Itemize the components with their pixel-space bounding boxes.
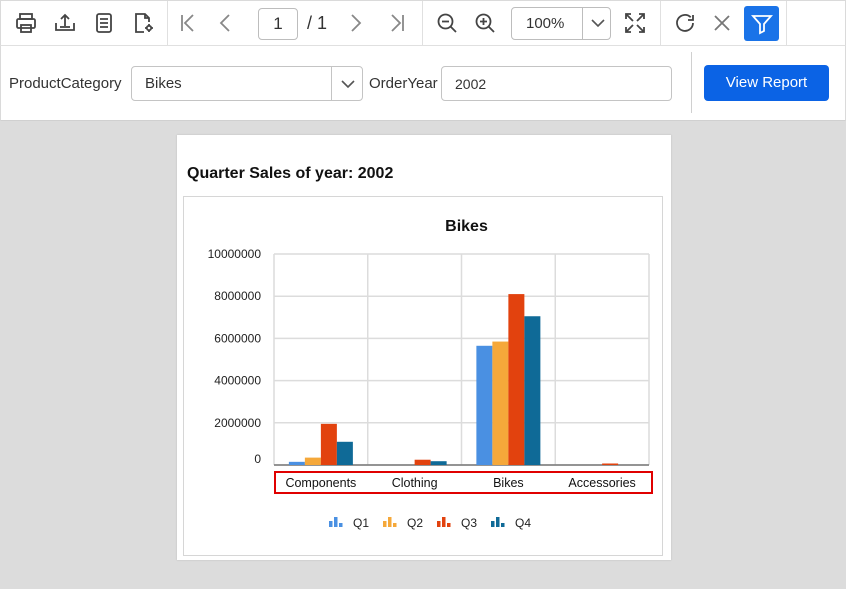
legend-label: Q3 bbox=[461, 516, 477, 530]
year-input[interactable]: 2002 bbox=[441, 66, 672, 101]
legend-label: Q1 bbox=[353, 516, 369, 530]
x-tick-label: Accessories bbox=[568, 476, 635, 490]
category-select[interactable]: Bikes bbox=[131, 66, 363, 101]
page-setup-icon[interactable] bbox=[126, 6, 160, 40]
legend-bar-icon bbox=[496, 517, 500, 527]
legend-bar-icon bbox=[329, 521, 333, 527]
category-highlight-box bbox=[274, 471, 653, 494]
legend-bar-icon bbox=[501, 523, 505, 527]
chevron-down-icon[interactable] bbox=[336, 72, 360, 96]
legend-bar-icon bbox=[339, 523, 343, 527]
y-tick-label: 6000000 bbox=[214, 331, 261, 345]
legend-label: Q4 bbox=[515, 516, 531, 530]
legend-bar-icon bbox=[393, 523, 397, 527]
x-tick-label: Bikes bbox=[493, 476, 524, 490]
print-icon[interactable] bbox=[9, 6, 43, 40]
filter-icon bbox=[750, 14, 773, 34]
close-icon[interactable] bbox=[705, 6, 739, 40]
legend-item-q1[interactable]: Q1 bbox=[329, 516, 369, 530]
bar-q2-bikes bbox=[492, 341, 509, 465]
legend-bar-icon bbox=[334, 517, 338, 527]
x-tick-label: Clothing bbox=[392, 476, 438, 490]
year-label: OrderYear bbox=[369, 75, 438, 92]
bar-q2-components bbox=[304, 457, 321, 465]
chart-title: Bikes bbox=[445, 218, 488, 235]
chevron-down-icon[interactable] bbox=[586, 11, 610, 35]
bar-chart: Bikes 10000000 8000000 6000000 4000000 200000… bbox=[208, 218, 653, 530]
y-tick-label: 0 bbox=[254, 452, 261, 466]
zoom-select[interactable]: 100% bbox=[511, 7, 611, 40]
zoom-in-icon[interactable] bbox=[468, 6, 502, 40]
report-viewer: Quarter Sales of year: 2002 Bikes 1000000… bbox=[0, 121, 846, 589]
chart-frame: Bikes 10000000 8000000 6000000 4000000 200000… bbox=[183, 196, 663, 556]
export-icon[interactable] bbox=[48, 6, 82, 40]
filter-button[interactable] bbox=[744, 6, 779, 41]
report-page: Quarter Sales of year: 2002 Bikes 1000000… bbox=[177, 135, 671, 560]
category-value: Bikes bbox=[145, 75, 182, 92]
view-report-button[interactable]: View Report bbox=[704, 65, 829, 101]
previous-page-icon[interactable] bbox=[209, 6, 243, 40]
bar-q4-clothing bbox=[430, 461, 447, 465]
bar-q4-components bbox=[336, 441, 353, 465]
first-page-icon[interactable] bbox=[171, 6, 205, 40]
bar-q1-components bbox=[288, 461, 305, 465]
last-page-icon[interactable] bbox=[380, 6, 414, 40]
page-number-input[interactable]: 1 bbox=[258, 8, 298, 40]
legend-bar-icon bbox=[491, 521, 495, 527]
legend-item-q4[interactable]: Q4 bbox=[491, 516, 531, 530]
fit-page-icon[interactable] bbox=[618, 6, 652, 40]
legend-bar-icon bbox=[447, 523, 451, 527]
bar-q1-bikes bbox=[476, 345, 493, 465]
legend-bar-icon bbox=[437, 521, 441, 527]
legend-bar-icon bbox=[388, 517, 392, 527]
zoom-out-icon[interactable] bbox=[430, 6, 464, 40]
bar-q4-bikes bbox=[524, 316, 541, 465]
legend-item-q2[interactable]: Q2 bbox=[383, 516, 423, 530]
bar-q3-components bbox=[320, 423, 337, 465]
legend-label: Q2 bbox=[407, 516, 423, 530]
legend-item-q3[interactable]: Q3 bbox=[437, 516, 477, 530]
bar-q3-accessories bbox=[602, 463, 619, 465]
toolbar: 1 / 1 100% bbox=[0, 0, 846, 46]
next-page-icon[interactable] bbox=[338, 6, 372, 40]
y-tick-label: 8000000 bbox=[214, 289, 261, 303]
year-value: 2002 bbox=[455, 76, 487, 92]
document-icon[interactable] bbox=[87, 6, 121, 40]
bar-q3-clothing bbox=[414, 459, 431, 465]
zoom-value: 100% bbox=[526, 15, 565, 32]
report-title: Quarter Sales of year: 2002 bbox=[187, 165, 394, 182]
category-label: ProductCategory bbox=[9, 75, 122, 92]
page-total: / 1 bbox=[307, 13, 328, 33]
y-tick-label: 4000000 bbox=[214, 374, 261, 388]
legend-bar-icon bbox=[442, 517, 446, 527]
refresh-icon[interactable] bbox=[668, 6, 702, 40]
parameter-bar: ProductCategory Bikes OrderYear 2002 Vie… bbox=[0, 46, 846, 121]
legend-bar-icon bbox=[383, 521, 387, 527]
bar-q3-bikes bbox=[508, 294, 525, 465]
y-tick-label: 2000000 bbox=[214, 416, 261, 430]
x-tick-label: Components bbox=[285, 476, 356, 490]
y-tick-label: 10000000 bbox=[208, 247, 262, 261]
